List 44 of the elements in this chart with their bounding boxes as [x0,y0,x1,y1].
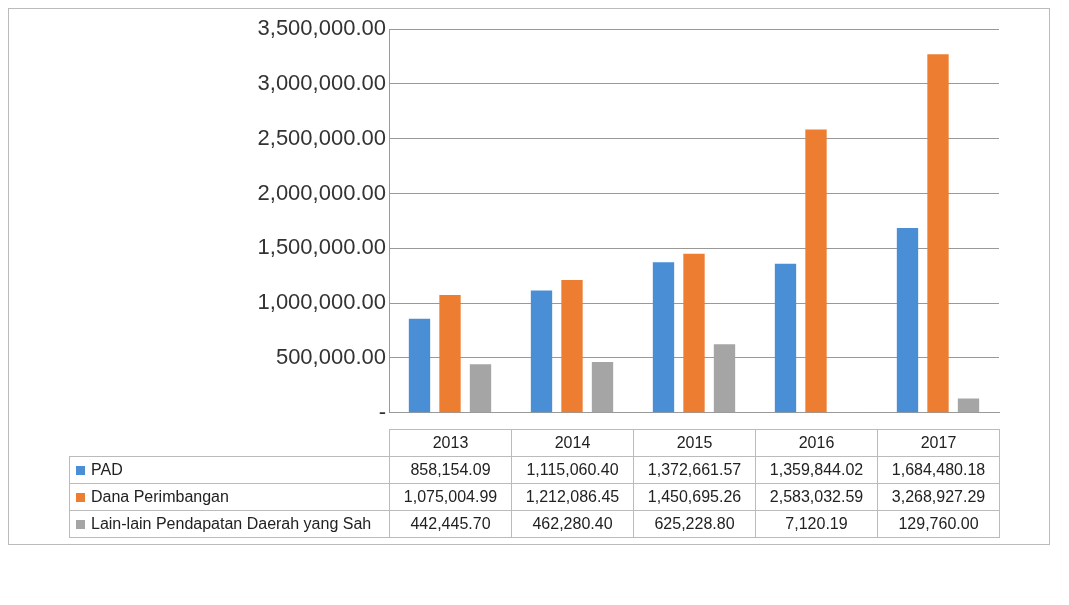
x-tick-label: 2015 [633,429,756,457]
bar [530,290,553,413]
bar [896,228,919,413]
x-tick-label: 2014 [511,429,634,457]
y-tick-label: 2,000,000.00 [257,179,386,205]
bar [927,54,949,413]
y-tick-label: 1,000,000.00 [257,289,386,315]
y-tick-label: 1,500,000.00 [257,234,386,260]
bar [652,262,675,413]
bar [591,362,614,413]
data-label: 625,228.80 [633,510,756,538]
data-label: 1,212,086.45 [511,483,634,511]
data-label: 1,684,480.18 [877,456,1000,484]
data-label: 2,583,032.59 [755,483,878,511]
x-tick-label: 2013 [389,429,512,457]
data-label: 3,268,927.29 [877,483,1000,511]
data-label: 7,120.19 [755,510,878,538]
y-tick-label: 3,000,000.00 [257,69,386,95]
y-tick-label: 3,500,000.00 [257,15,386,41]
data-label: 1,075,004.99 [389,483,512,511]
legend-label: PAD [91,461,123,478]
legend-label: Lain-lain Pendapatan Daerah yang Sah [91,515,372,532]
y-tick-label: 2,500,000.00 [257,124,386,150]
bar [957,398,980,413]
data-label: 1,359,844.02 [755,456,878,484]
legend-label: Dana Perimbangan [91,488,229,505]
bar [561,279,583,413]
x-tick-label: 2016 [755,429,878,457]
bar [774,263,797,413]
bar [408,318,431,413]
bar [805,129,827,413]
data-label: 129,760.00 [877,510,1000,538]
data-label: 442,445.70 [389,510,512,538]
data-label: 1,450,695.26 [633,483,756,511]
y-tick-label: 500,000.00 [275,344,386,370]
y-tick-label: - [378,398,386,424]
x-tick-label: 2017 [877,429,1000,457]
bar [469,364,492,413]
bar [439,294,461,413]
data-label: 462,280.40 [511,510,634,538]
data-label: 1,372,661.57 [633,456,756,484]
data-label: 1,115,060.40 [511,456,634,484]
bar [683,253,705,413]
data-label: 858,154.09 [389,456,512,484]
